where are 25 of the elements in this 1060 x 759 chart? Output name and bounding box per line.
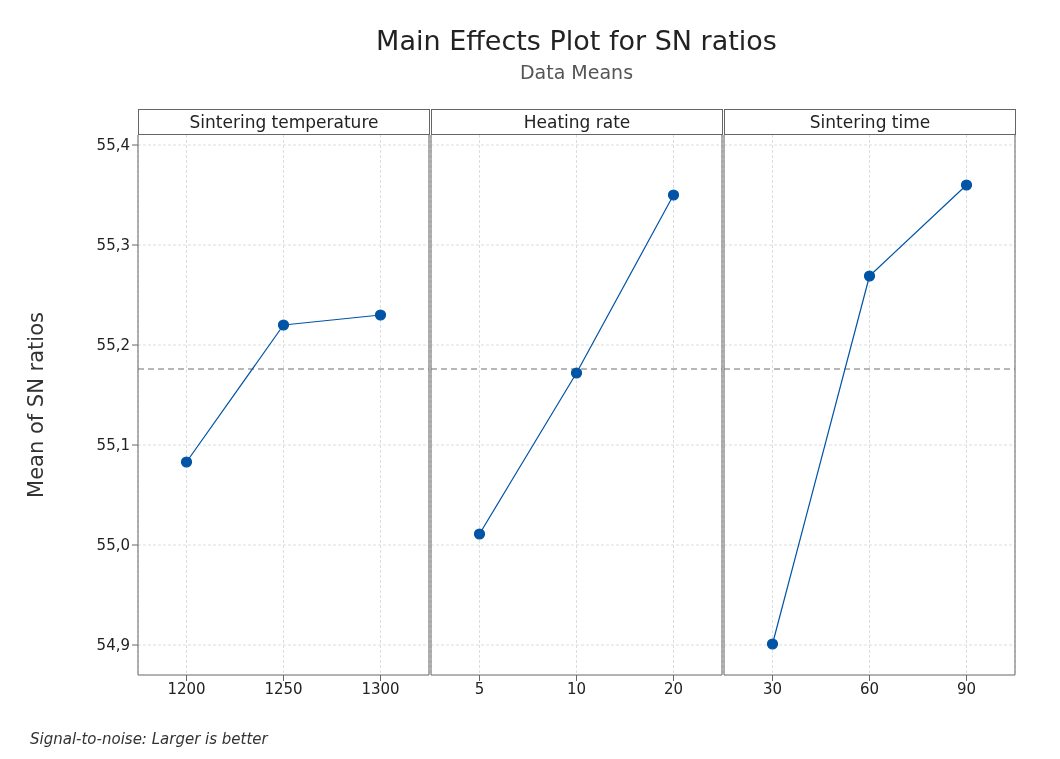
x-tick-label: 10 <box>566 679 587 698</box>
chart-subtitle: Data Means <box>518 61 635 83</box>
y-tick-label: 55,3 <box>96 236 130 255</box>
x-axis-title: Sintering temperature <box>138 109 430 135</box>
x-tick-label: 90 <box>956 679 977 698</box>
x-tick-label: 5 <box>474 679 485 698</box>
x-tick-label: 60 <box>859 679 880 698</box>
y-tick-label: 55,1 <box>96 436 130 455</box>
x-tick-label: 30 <box>762 679 783 698</box>
y-axis-title: Mean of SN ratios <box>24 312 49 498</box>
point <box>180 456 193 468</box>
point <box>277 319 290 331</box>
y-tick-label: 55,2 <box>96 336 130 355</box>
x-tick-label: 20 <box>663 679 684 698</box>
x-tick-label: 1250 <box>264 679 303 698</box>
y-tick-label: 55,4 <box>96 136 130 155</box>
x-axis-title: Heating rate <box>431 109 723 135</box>
x-tick-label: 1300 <box>361 679 400 698</box>
point <box>374 309 387 321</box>
x-tick-label: 1200 <box>167 679 206 698</box>
chart-title: Main Effects Plot for SN ratios <box>375 25 778 56</box>
x-axis-title: Sintering time <box>724 109 1016 135</box>
y-tick-label: 54,9 <box>96 636 130 655</box>
text: Signal-to-noise: Larger is better <box>30 730 268 748</box>
y-tick-label: 55,0 <box>96 536 130 555</box>
